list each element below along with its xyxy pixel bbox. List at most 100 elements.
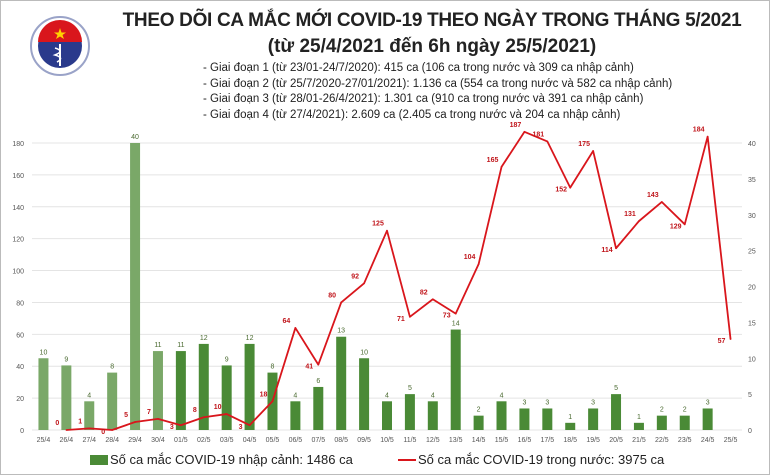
- bar-data-label: 5: [408, 385, 412, 392]
- line-data-label: 3: [239, 424, 243, 431]
- bar: [152, 351, 163, 430]
- bar: [702, 408, 713, 430]
- x-tick-label: 27/4: [82, 437, 96, 444]
- bar: [38, 358, 49, 430]
- bar-data-label: 3: [706, 399, 710, 406]
- line-data-label: 64: [282, 318, 290, 325]
- bar: [633, 422, 644, 430]
- x-tick-label: 14/5: [472, 437, 486, 444]
- x-tick-label: 22/5: [655, 437, 669, 444]
- line-point: [615, 247, 617, 250]
- line-data-label: 152: [555, 187, 567, 194]
- bar: [679, 415, 690, 430]
- x-tick-label: 02/5: [197, 437, 211, 444]
- x-tick-label: 15/5: [495, 437, 509, 444]
- left-tick-label: 160: [12, 173, 24, 180]
- bar-data-label: 5: [614, 385, 618, 392]
- bar-data-label: 40: [131, 134, 139, 141]
- x-tick-label: 13/5: [449, 437, 463, 444]
- bar-data-label: 4: [500, 392, 504, 399]
- line-data-label: 10: [214, 404, 222, 411]
- line-point: [454, 312, 457, 315]
- x-tick-label: 09/5: [357, 437, 371, 444]
- bar-data-label: 14: [452, 321, 460, 328]
- left-tick-label: 80: [16, 300, 24, 307]
- phase-3: - Giai đoạn 3 (từ 28/01-26/4/2021): 1.30…: [203, 93, 644, 105]
- left-tick-label: 140: [12, 205, 24, 212]
- bar: [473, 415, 484, 430]
- line-data-label: 114: [601, 247, 612, 254]
- line-data-label: 184: [693, 127, 705, 134]
- bar: [313, 386, 324, 430]
- line-data-label: 41: [305, 364, 313, 371]
- phase-4: - Giai đoạn 4 (từ 27/4/2021): 2.609 ca (…: [203, 108, 621, 121]
- bar: [427, 401, 438, 430]
- bar: [519, 408, 530, 430]
- line-point: [569, 186, 572, 189]
- line-data-label: 82: [420, 289, 428, 296]
- bar: [656, 415, 667, 430]
- bar: [198, 343, 209, 430]
- x-tick-label: 24/5: [701, 437, 715, 444]
- x-tick-label: 21/5: [632, 437, 646, 444]
- bar: [496, 401, 507, 430]
- x-tick-label: 04/5: [243, 437, 257, 444]
- line-point: [477, 263, 480, 265]
- chart-subtitle: (từ 25/4/2021 đến 6h ngày 25/5/2021): [267, 36, 597, 57]
- x-tick-label: 16/5: [518, 437, 532, 444]
- line-data-label: 165: [487, 157, 499, 164]
- bar-data-label: 11: [154, 342, 161, 349]
- bar: [130, 143, 141, 430]
- right-tick-label: 15: [748, 320, 756, 327]
- bar-data-label: 4: [385, 392, 389, 399]
- x-tick-label: 18/5: [563, 437, 577, 444]
- x-tick-label: 05/5: [266, 437, 280, 444]
- right-tick-label: 40: [748, 141, 756, 148]
- line-point: [225, 413, 228, 415]
- bar-data-label: 2: [660, 407, 664, 414]
- bar: [382, 401, 392, 430]
- x-tick-label: 11/5: [403, 437, 416, 444]
- right-tick-label: 25: [748, 249, 756, 256]
- x-tick-label: 08/5: [334, 437, 348, 444]
- bar: [61, 365, 72, 430]
- line-point: [661, 201, 663, 203]
- x-tick-label: 03/5: [220, 437, 234, 444]
- chart-title: THEO DÕI CA MẮC MỚI COVID-19 THEO NGÀY T…: [122, 10, 742, 31]
- line-point: [386, 229, 388, 232]
- line-point: [500, 166, 503, 168]
- x-tick-label: 25/5: [724, 437, 738, 444]
- line-data-label: 1: [78, 418, 82, 425]
- bar: [107, 372, 118, 430]
- line-data-label: 104: [464, 254, 476, 261]
- left-tick-label: 120: [12, 237, 24, 244]
- bar: [244, 343, 255, 430]
- bar-data-label: 3: [545, 399, 549, 406]
- phase-1: - Giai đoạn 1 (từ 23/01-24/7/2020): 415 …: [203, 62, 634, 74]
- line-data-label: 7: [147, 409, 151, 416]
- bar-data-label: 4: [87, 392, 91, 399]
- x-tick-label: 12/5: [426, 437, 440, 444]
- line-point: [409, 315, 411, 318]
- line-point: [248, 424, 251, 427]
- bar-data-label: 12: [200, 335, 208, 342]
- line-data-label: 3: [170, 424, 174, 431]
- line-point: [683, 223, 686, 226]
- x-tick-label: 07/5: [311, 437, 325, 444]
- bar: [175, 351, 186, 430]
- bar-data-label: 9: [64, 356, 68, 363]
- line-point: [271, 400, 274, 403]
- bar-data-label: 6: [316, 378, 320, 385]
- x-tick-label: 30/4: [151, 437, 165, 444]
- line-point: [432, 298, 434, 301]
- line-point: [180, 424, 182, 427]
- line-data-label: 71: [397, 316, 405, 323]
- line-data-label: 181: [532, 131, 544, 138]
- bar-data-label: 10: [40, 349, 48, 356]
- bar: [542, 408, 553, 430]
- line-point: [111, 429, 113, 431]
- phase-2: - Giai đoạn 2 (từ 25/7/2020-27/01/2021):…: [203, 77, 673, 90]
- bar-data-label: 3: [522, 399, 526, 406]
- bar-data-label: 12: [246, 335, 254, 342]
